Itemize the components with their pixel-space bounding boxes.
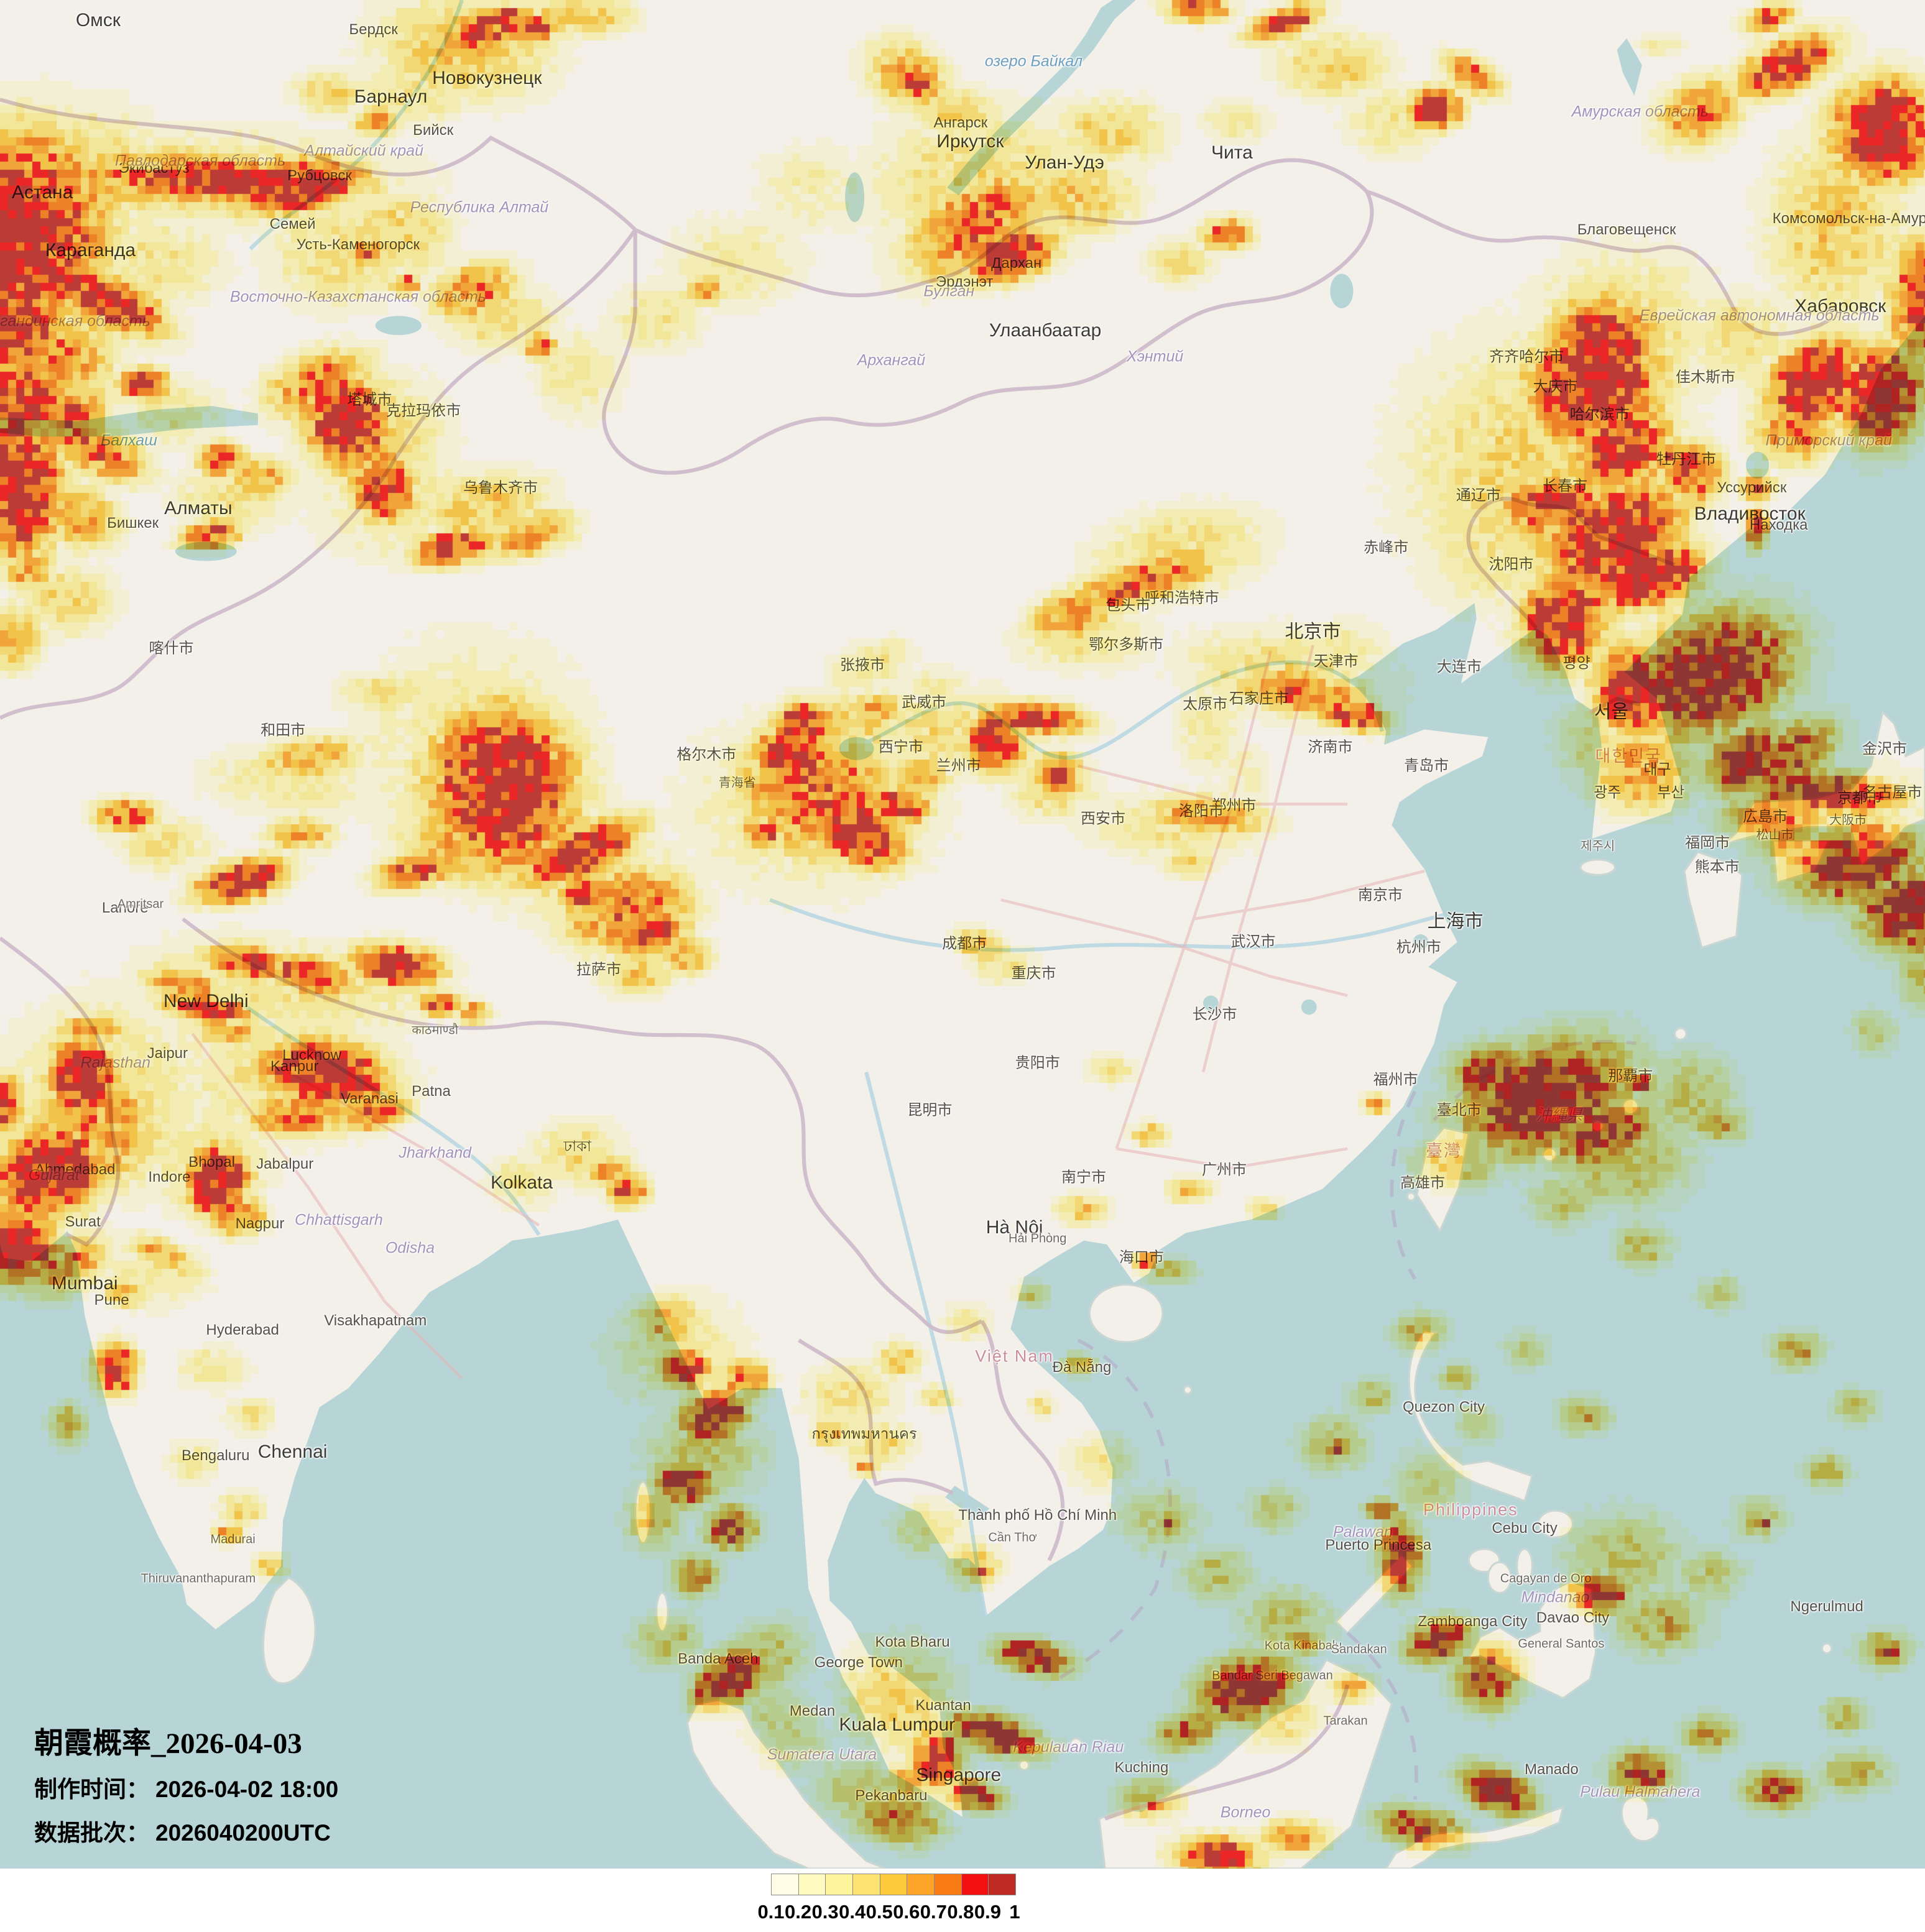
legend-value: 0.7 (920, 1901, 947, 1923)
legend-swatch (880, 1874, 908, 1895)
legend-value: 0.6 (893, 1901, 920, 1923)
legend-swatch (826, 1874, 854, 1895)
production-time-value: 2026-04-02 18:00 (155, 1777, 339, 1802)
legend-value: 0.9 (974, 1901, 1001, 1923)
production-time-label: 制作时间： (34, 1777, 149, 1803)
heat-canvas (0, 0, 1925, 1869)
map-title: 朝霞概率_2026-04-03 (34, 1727, 302, 1760)
batch-line: 数据批次： 2026040200UTC (34, 1821, 338, 1846)
legend-value: 0.1 (757, 1901, 785, 1923)
legend: 0.1 0.2 0.3 0.4 0.5 0.6 0.7 0.8 0.9 1 (757, 1874, 1020, 1926)
legend-swatches (771, 1874, 1016, 1895)
legend-swatch (798, 1874, 826, 1895)
legend-swatch (961, 1874, 989, 1895)
legend-value: 1 (1009, 1901, 1020, 1923)
batch-value: 2026040200UTC (155, 1820, 331, 1846)
legend-value: 0.3 (811, 1901, 839, 1923)
legend-value: 0.8 (947, 1901, 974, 1923)
legend-values: 0.1 0.2 0.3 0.4 0.5 0.6 0.7 0.8 0.9 1 (757, 1901, 1020, 1926)
production-time-line: 制作时间： 2026-04-02 18:00 (34, 1778, 338, 1802)
batch-label: 数据批次： (34, 1821, 149, 1846)
legend-value: 0.4 (839, 1901, 866, 1923)
legend-value: 0.2 (784, 1901, 812, 1923)
legend-swatch (907, 1874, 935, 1895)
title-block: 朝霞概率_2026-04-03 制作时间： 2026-04-02 18:00 数… (34, 1729, 338, 1846)
legend-swatch (772, 1874, 799, 1895)
legend-swatch (989, 1874, 1016, 1895)
legend-swatch (935, 1874, 962, 1895)
legend-value: 0.5 (866, 1901, 893, 1923)
legend-swatch (853, 1874, 880, 1895)
